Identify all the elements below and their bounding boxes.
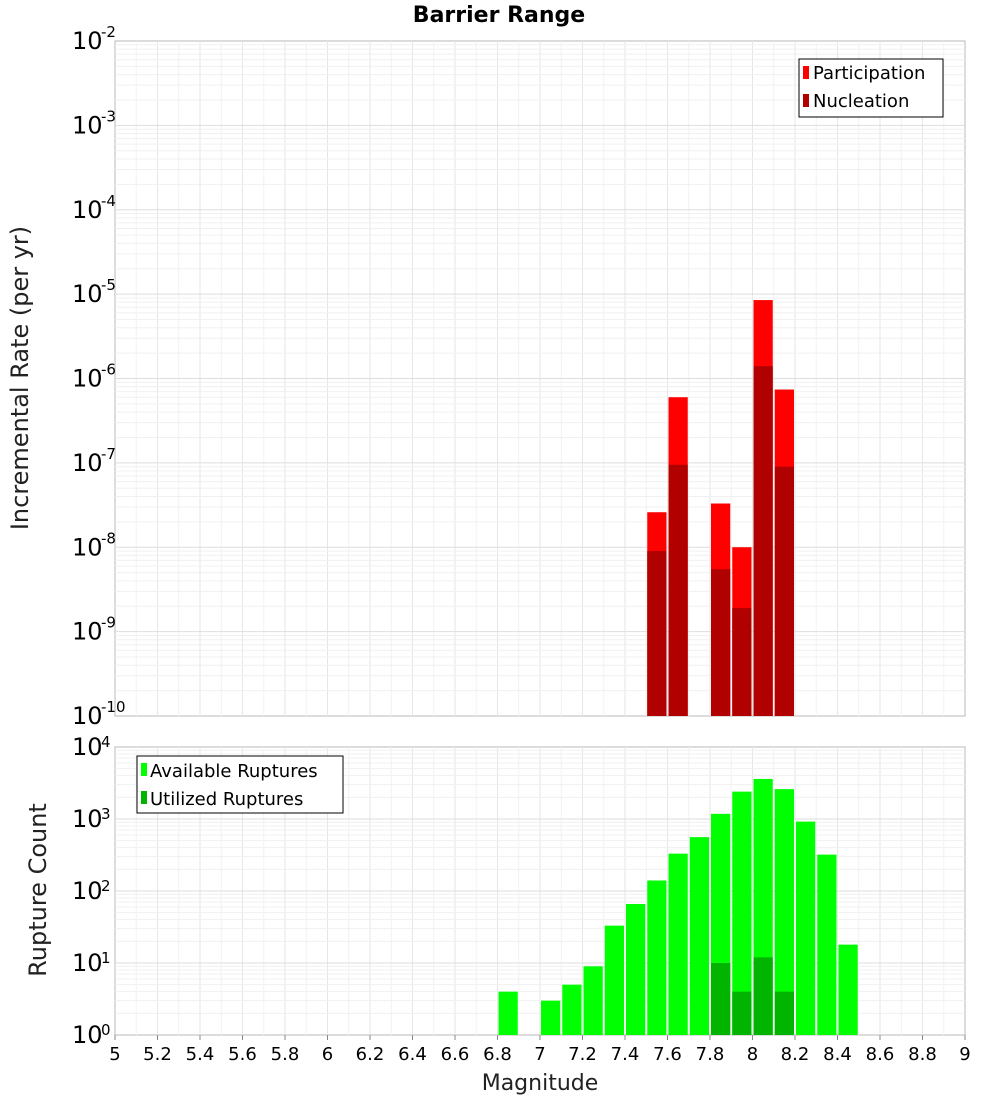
x-tick-label: 8.8 bbox=[908, 1044, 937, 1065]
legend-swatch-nucleation bbox=[803, 94, 809, 107]
y-tick-label: 10 bbox=[72, 702, 103, 730]
x-tick-label: 6.8 bbox=[483, 1044, 512, 1065]
x-tick-label: 6.2 bbox=[356, 1044, 385, 1065]
y-tick-exponent: -9 bbox=[101, 614, 116, 632]
y-tick-label: 10 bbox=[72, 111, 103, 139]
bar-utilized-ruptures bbox=[774, 991, 794, 1035]
x-tick-label: 8.2 bbox=[781, 1044, 810, 1065]
x-ticks: 5 5.2 5.4 5.6 5.8 6 6.2 6.4 6.6 6.8 7 7.2 7.4 7.6 7.8 8… bbox=[109, 1035, 971, 1065]
top-legend-box bbox=[798, 58, 944, 118]
bar-available-ruptures bbox=[583, 966, 603, 1035]
y-tick-label: 10 bbox=[72, 805, 103, 833]
y-tick-exponent: -6 bbox=[101, 361, 116, 379]
legend-label-nucleation: Nucleation bbox=[813, 91, 909, 112]
y-tick-exponent: -10 bbox=[101, 698, 126, 716]
legend-label-available: Available Ruptures bbox=[150, 761, 318, 782]
y-tick-exponent: 0 bbox=[101, 1021, 111, 1039]
y-tick-label: 10 bbox=[72, 449, 103, 477]
x-axis-label: Magnitude bbox=[482, 1071, 599, 1096]
y-tick-exponent: -8 bbox=[101, 529, 116, 547]
x-tick-label: 5.4 bbox=[186, 1044, 215, 1065]
legend-label-participation: Participation bbox=[813, 63, 925, 84]
y-tick-exponent: -2 bbox=[101, 23, 116, 41]
bar-available-ruptures bbox=[838, 944, 858, 1035]
bar-utilized-ruptures bbox=[711, 963, 731, 1035]
bar-available-ruptures bbox=[817, 854, 837, 1035]
y-tick-label: 10 bbox=[72, 877, 103, 905]
bar-available-ruptures bbox=[732, 791, 752, 1035]
chart-title: Barrier Range bbox=[413, 3, 585, 28]
y-tick-exponent: -4 bbox=[101, 192, 116, 210]
x-tick-label: 5 bbox=[109, 1044, 120, 1065]
bar-available-ruptures bbox=[689, 837, 709, 1035]
top-y-axis-label: Incremental Rate (per yr) bbox=[6, 226, 34, 530]
x-tick-label: 7.2 bbox=[568, 1044, 597, 1065]
y-tick-exponent: 3 bbox=[101, 805, 111, 823]
y-tick-exponent: 2 bbox=[101, 877, 111, 895]
bar-nucleation bbox=[711, 569, 731, 716]
x-tick-label: 6.4 bbox=[398, 1044, 427, 1065]
bar-available-ruptures bbox=[562, 984, 582, 1035]
legend-swatch-available bbox=[141, 763, 147, 776]
y-tick-label: 10 bbox=[72, 196, 103, 224]
bar-utilized-ruptures bbox=[732, 991, 752, 1035]
y-tick-label: 10 bbox=[72, 618, 103, 646]
bar-available-ruptures bbox=[498, 991, 518, 1035]
x-tick-label: 6.6 bbox=[441, 1044, 470, 1065]
y-tick-label: 10 bbox=[72, 1021, 103, 1049]
x-tick-label: 5.8 bbox=[271, 1044, 300, 1065]
x-tick-label: 5.6 bbox=[228, 1044, 257, 1065]
x-tick-label: 9 bbox=[959, 1044, 970, 1065]
top-legend: Participation Nucleation bbox=[798, 58, 944, 118]
top-grid bbox=[115, 41, 965, 716]
x-tick-label: 8 bbox=[747, 1044, 758, 1065]
x-tick-label: 6 bbox=[322, 1044, 333, 1065]
bottom-y-axis-label: Rupture Count bbox=[24, 803, 52, 977]
y-tick-exponent: 4 bbox=[101, 733, 111, 751]
bar-nucleation bbox=[753, 366, 773, 716]
y-tick-exponent: -5 bbox=[101, 276, 116, 294]
bar-available-ruptures bbox=[647, 880, 667, 1035]
bar-available-ruptures bbox=[626, 903, 646, 1035]
top-bars bbox=[647, 300, 794, 716]
bar-nucleation bbox=[774, 466, 794, 716]
x-tick-label: 7.6 bbox=[653, 1044, 682, 1065]
y-tick-exponent: -7 bbox=[101, 445, 116, 463]
y-tick-label: 10 bbox=[72, 949, 103, 977]
x-tick-label: 7.8 bbox=[696, 1044, 725, 1065]
y-tick-label: 10 bbox=[72, 365, 103, 393]
legend-label-utilized: Utilized Ruptures bbox=[150, 789, 303, 810]
bottom-legend-box bbox=[136, 755, 344, 814]
x-tick-label: 7 bbox=[534, 1044, 545, 1065]
x-tick-label: 8.6 bbox=[866, 1044, 895, 1065]
y-tick-label: 10 bbox=[72, 733, 103, 761]
bar-available-ruptures bbox=[774, 789, 794, 1035]
bottom-bars bbox=[498, 778, 858, 1035]
bar-nucleation bbox=[732, 608, 752, 716]
y-tick-label: 10 bbox=[72, 27, 103, 55]
y-tick-label: 10 bbox=[72, 280, 103, 308]
legend-swatch-participation bbox=[803, 66, 809, 79]
x-tick-label: 7.4 bbox=[611, 1044, 640, 1065]
bar-available-ruptures bbox=[541, 1000, 561, 1035]
x-tick-label: 8.4 bbox=[823, 1044, 852, 1065]
bar-available-ruptures bbox=[668, 853, 688, 1035]
bar-utilized-ruptures bbox=[753, 957, 773, 1035]
bar-nucleation bbox=[668, 464, 688, 716]
x-tick-label: 5.2 bbox=[143, 1044, 172, 1065]
bar-available-ruptures bbox=[796, 821, 816, 1035]
bar-nucleation bbox=[647, 551, 667, 716]
legend-swatch-utilized bbox=[141, 791, 147, 804]
y-tick-label: 10 bbox=[72, 533, 103, 561]
y-tick-exponent: 1 bbox=[101, 949, 111, 967]
bottom-legend: Available Ruptures Utilized Ruptures bbox=[136, 755, 344, 814]
y-tick-exponent: -3 bbox=[101, 107, 116, 125]
bar-available-ruptures bbox=[604, 925, 624, 1035]
